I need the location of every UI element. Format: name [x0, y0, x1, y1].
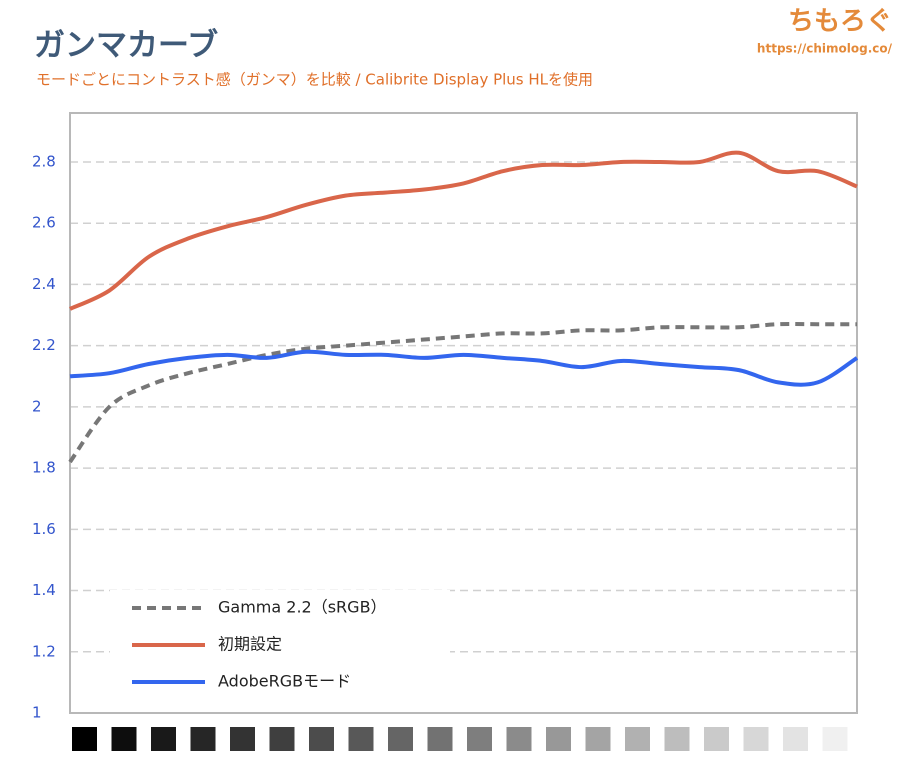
gray-swatch [388, 727, 413, 751]
y-tick-label: 2.4 [32, 275, 56, 293]
legend-label: Gamma 2.2（sRGB） [218, 598, 387, 617]
gray-swatch [783, 727, 808, 751]
gray-swatch [269, 727, 295, 751]
gray-swatch [151, 727, 176, 751]
gray-swatch [546, 727, 571, 751]
gray-swatch [309, 727, 334, 751]
gray-swatch [822, 727, 848, 751]
brand-name: ちもろぐ [788, 7, 892, 37]
brand-url: https://chimolog.co/ [757, 42, 893, 56]
y-tick-label: 2 [32, 397, 42, 415]
gray-swatch [743, 727, 769, 751]
y-tick-label: 1.6 [32, 520, 56, 538]
legend-label: 初期設定 [218, 635, 282, 654]
series-line [68, 321, 857, 464]
y-tick-label: 2.8 [32, 152, 56, 170]
chart-subtitle: モードごとにコントラスト感（ガンマ）を比較 / Calibrite Displa… [36, 71, 593, 89]
legend-label: AdobeRGBモード [218, 672, 351, 691]
gray-swatch [664, 727, 690, 751]
gray-swatch [230, 727, 255, 751]
gray-swatch [190, 727, 216, 751]
gray-swatch [111, 727, 137, 751]
gray-swatch [506, 727, 532, 751]
gray-swatch [585, 727, 611, 751]
y-tick-label: 1.8 [32, 459, 56, 477]
gray-swatch [72, 727, 97, 751]
gray-swatch [348, 727, 374, 751]
gray-swatch [427, 727, 453, 751]
y-tick-label: 1.2 [32, 642, 56, 660]
gray-swatch [625, 727, 650, 751]
y-tick-label: 2.6 [32, 214, 56, 232]
series-line [69, 349, 859, 387]
gray-swatch [467, 727, 492, 751]
plot-frame [69, 112, 858, 714]
y-tick-label: 1.4 [32, 581, 56, 599]
gray-swatch [704, 727, 729, 751]
y-tick-label: 1 [32, 704, 42, 722]
y-tick-label: 2.2 [32, 336, 56, 354]
series-line [69, 150, 858, 311]
chart-title: ガンマカーブ [34, 28, 218, 64]
